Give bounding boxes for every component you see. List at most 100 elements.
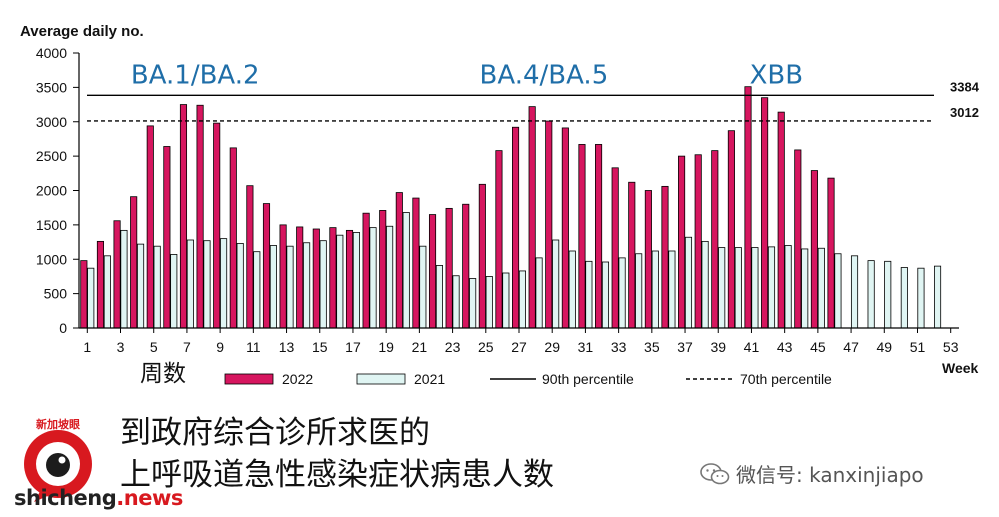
bar-2021-week-7: [186, 239, 194, 329]
wechat-label: 微信号: kanxinjiapo: [736, 463, 924, 487]
bar-2021-week-51: [917, 267, 925, 329]
y-tick-label: 3000: [36, 114, 67, 130]
bar-2021-week-35: [651, 250, 659, 329]
bar-2021-week-40: [734, 247, 742, 329]
shicheng-logo: 新加坡眼: [24, 417, 92, 502]
bar-2021-week-12: [269, 245, 277, 329]
bar-2021-week-21: [419, 245, 427, 329]
bar-2021-week-46: [834, 253, 842, 329]
x-tick-label: 47: [843, 339, 859, 355]
bar-2021-week-9: [220, 238, 228, 329]
bar-2022-week-19: [379, 210, 387, 329]
caption-line-2: 上呼吸道急性感染症状病患人数: [120, 457, 554, 493]
bar-2022-week-31: [578, 144, 586, 329]
x-tick-label: 11: [246, 339, 261, 355]
bar-2021-week-42: [767, 246, 776, 329]
bar-2022-week-14: [296, 226, 304, 329]
bar-2021-week-33: [618, 257, 626, 329]
bar-2021-week-29: [552, 239, 560, 329]
bar-2022-week-8: [196, 104, 204, 329]
site-name-tld: .news: [116, 486, 183, 510]
bar-2022-week-21: [412, 197, 420, 329]
bar-2021-week-1: [87, 267, 95, 329]
bar-2022-week-46: [827, 177, 835, 329]
x-tick-label: 23: [445, 339, 461, 355]
x-tick-label: 49: [876, 339, 892, 355]
logo-text: 新加坡眼: [36, 417, 80, 431]
bar-2021-week-17: [352, 232, 360, 329]
y-tick-label: 500: [44, 286, 68, 302]
bar-2021-week-26: [502, 272, 510, 329]
x-tick-label: 19: [378, 339, 394, 355]
bar-2022-week-40: [727, 130, 735, 329]
legend-swatch-2022: [224, 373, 274, 385]
bar-2021-week-6: [170, 254, 178, 329]
bar-2022-week-43: [777, 111, 785, 329]
bar-2021-week-2: [103, 255, 111, 329]
legend-label-70th-percentile: 70th percentile: [740, 371, 832, 387]
x-tick-label: 27: [511, 339, 527, 355]
bar-2021-week-16: [336, 234, 344, 329]
bar-2022-week-18: [362, 212, 370, 329]
bar-2022-week-29: [545, 120, 553, 329]
bar-2021-week-34: [635, 253, 643, 329]
x-tick-label: 9: [216, 339, 224, 355]
bar-2022-week-6: [163, 146, 171, 329]
bar-2022-week-4: [130, 196, 138, 329]
bar-2022-week-11: [246, 185, 254, 329]
bar-2021-week-32: [601, 261, 610, 329]
bar-2021-week-47: [850, 255, 859, 329]
x-tick-label: 17: [345, 339, 361, 355]
bar-2021-week-43: [784, 245, 792, 329]
variant-annotation: XBB: [750, 60, 804, 90]
bar-2021-week-18: [369, 227, 377, 329]
bar-2021-week-31: [585, 260, 593, 329]
bar-2021-week-3: [120, 229, 128, 329]
bar-2022-week-30: [561, 127, 569, 329]
y-tick-label: 3500: [36, 79, 67, 95]
bar-2022-week-25: [478, 183, 486, 329]
bar-2022-week-5: [146, 125, 154, 329]
bar-2021-week-45: [817, 247, 825, 329]
x-axis-note: 周数: [140, 361, 186, 387]
y-tick-label: 2500: [36, 148, 67, 164]
bar-2022-week-42: [761, 97, 769, 329]
y-axis-title: Average daily no.: [20, 23, 144, 40]
y-tick-label: 1500: [36, 217, 67, 233]
bar-2022-week-34: [628, 181, 636, 329]
x-tick-label: 7: [183, 339, 191, 355]
x-tick-label: 33: [611, 339, 627, 355]
legend-label-90th-percentile: 90th percentile: [542, 371, 634, 387]
bar-2022-week-17: [345, 229, 354, 329]
x-tick-label: 43: [777, 339, 793, 355]
bar-2021-week-38: [701, 240, 709, 329]
bar-2022-week-41: [744, 86, 752, 329]
bar-2022-week-32: [595, 144, 603, 329]
bar-2021-week-4: [137, 243, 145, 329]
variant-annotation: BA.1/BA.2: [131, 60, 260, 90]
bar-2022-week-2: [96, 240, 105, 329]
bar-2022-week-20: [395, 192, 403, 329]
bar-2022-week-26: [495, 150, 503, 329]
bar-2021-week-52: [933, 265, 942, 329]
bar-2022-week-37: [678, 155, 686, 329]
x-tick-label: 53: [943, 339, 959, 355]
x-tick-label: 39: [710, 339, 726, 355]
bar-2021-week-14: [303, 242, 311, 329]
bar-2022-week-36: [661, 185, 669, 329]
site-name-main: shicheng: [14, 486, 117, 510]
wechat-account: 微信号: kanxinjiapo: [700, 459, 924, 488]
x-tick-label: 21: [412, 339, 428, 355]
x-tick-label: 13: [279, 339, 295, 355]
bar-2021-week-25: [485, 276, 493, 329]
bar-2021-week-49: [884, 260, 892, 329]
bar-2021-week-11: [253, 251, 261, 329]
x-tick-label: 31: [578, 339, 594, 355]
bar-2021-week-48: [867, 260, 875, 329]
bar-2022-week-10: [229, 147, 237, 329]
x-tick-label: 3: [117, 339, 125, 355]
site-name: shicheng.news: [14, 486, 183, 510]
y-tick-label: 0: [59, 320, 67, 336]
bar-2021-week-15: [319, 240, 327, 329]
y-tick-label: 2000: [36, 183, 67, 199]
